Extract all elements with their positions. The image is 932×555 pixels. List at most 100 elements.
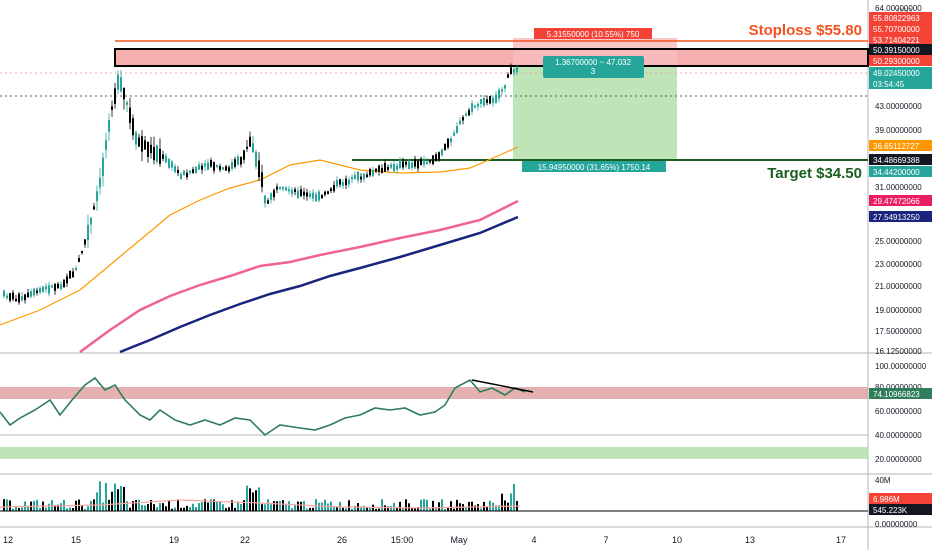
volume-ma-line bbox=[0, 499, 521, 509]
volume-bar bbox=[441, 499, 443, 511]
price-tag bbox=[869, 67, 932, 78]
volume-bar bbox=[282, 500, 284, 511]
volume-bar bbox=[513, 484, 515, 511]
candle-body bbox=[195, 166, 197, 174]
volume-bar bbox=[99, 481, 101, 511]
volume-bar bbox=[417, 507, 419, 511]
price-tag bbox=[869, 211, 932, 222]
volume-bar bbox=[165, 506, 167, 511]
y-tick-label: 17.50000000 bbox=[875, 327, 922, 336]
x-tick-label: 22 bbox=[240, 535, 250, 545]
candle-body bbox=[246, 146, 248, 149]
reward-box bbox=[513, 67, 677, 160]
candle-body bbox=[168, 159, 170, 168]
volume-bar bbox=[378, 508, 380, 511]
risk-reward-zones bbox=[0, 38, 869, 161]
volume-bar bbox=[240, 504, 242, 511]
volume-bar bbox=[399, 501, 401, 511]
candle-body bbox=[507, 74, 509, 78]
candle-body bbox=[228, 167, 230, 172]
volume-bar bbox=[27, 505, 29, 511]
volume-bar bbox=[105, 482, 107, 511]
candle-body bbox=[426, 161, 428, 164]
volume-bar bbox=[291, 508, 293, 511]
y-tick-label: 16.12500000 bbox=[875, 347, 922, 356]
rsi-panel bbox=[0, 376, 868, 459]
volume-bar bbox=[489, 500, 491, 511]
candle-body bbox=[312, 192, 314, 199]
candle-body bbox=[84, 239, 86, 245]
candle-body bbox=[477, 103, 479, 107]
candle-body bbox=[189, 170, 191, 174]
candle-body bbox=[123, 87, 125, 100]
volume-bar bbox=[255, 490, 257, 511]
y-tick-label: 19.00000000 bbox=[875, 306, 922, 315]
candle-body bbox=[294, 189, 296, 193]
entry-label-1: 1.36700000 ~ 47.032 bbox=[555, 58, 631, 67]
volume-bar bbox=[294, 505, 296, 511]
volume-bar bbox=[348, 500, 350, 511]
volume-bar bbox=[495, 505, 497, 511]
candle-body bbox=[159, 148, 161, 164]
candle-body bbox=[450, 138, 452, 143]
candle-body bbox=[315, 194, 317, 202]
volume-bar bbox=[324, 499, 326, 511]
candle-body bbox=[273, 190, 275, 198]
candle-body bbox=[234, 159, 236, 167]
price-tag-label: 53.71404221 bbox=[873, 36, 920, 45]
candle-body bbox=[69, 270, 71, 279]
volume-bar bbox=[405, 499, 407, 511]
candle-body bbox=[408, 161, 410, 169]
candle-body bbox=[351, 177, 353, 180]
currency-label: USD bbox=[897, 8, 912, 15]
volume-bar bbox=[477, 504, 479, 511]
volume-bar bbox=[54, 505, 56, 511]
price-tag-label: 55.70700000 bbox=[873, 25, 920, 34]
volume-bar bbox=[267, 499, 269, 511]
candle-body bbox=[384, 162, 386, 172]
volume-bar bbox=[249, 488, 251, 511]
candle-body bbox=[486, 99, 488, 103]
volume-bar bbox=[225, 508, 227, 511]
candle-body bbox=[336, 180, 338, 187]
volume-bar bbox=[156, 507, 158, 511]
candle-body bbox=[60, 283, 62, 290]
candle-body bbox=[441, 149, 443, 156]
volume-bar bbox=[204, 499, 206, 511]
price-tag bbox=[869, 154, 932, 165]
candle-body bbox=[411, 162, 413, 168]
y-tick-label: 25.00000000 bbox=[875, 237, 922, 246]
candle-body bbox=[495, 94, 497, 103]
price-tag-label: 49.02450000 bbox=[873, 69, 920, 78]
volume-bar bbox=[429, 508, 431, 511]
candle-body bbox=[63, 279, 65, 288]
price-tag bbox=[869, 140, 932, 151]
volume-bar bbox=[48, 503, 50, 511]
volume-bar bbox=[192, 503, 194, 511]
volume-bar bbox=[147, 503, 149, 511]
volume-bar bbox=[360, 506, 362, 511]
volume-bar bbox=[315, 499, 317, 511]
candle-body bbox=[354, 174, 356, 179]
candle-body bbox=[303, 191, 305, 196]
volume-bar bbox=[486, 506, 488, 511]
candle-body bbox=[387, 167, 389, 170]
candle-body bbox=[516, 66, 518, 73]
candle-body bbox=[21, 296, 23, 301]
price-tag bbox=[869, 55, 932, 66]
volume-bar bbox=[135, 499, 137, 511]
price-tag-label: 36.65112727 bbox=[873, 142, 920, 151]
candle-body bbox=[147, 141, 149, 157]
volume-bar bbox=[297, 501, 299, 511]
volume-bar bbox=[18, 507, 20, 511]
candle-body bbox=[132, 118, 134, 136]
volume-bar bbox=[183, 507, 185, 511]
candle-body bbox=[249, 136, 251, 147]
volume-bar bbox=[3, 499, 5, 511]
volume-bar bbox=[171, 508, 173, 511]
y-tick-label: 39.00000000 bbox=[875, 126, 922, 135]
candle-body bbox=[129, 107, 131, 123]
